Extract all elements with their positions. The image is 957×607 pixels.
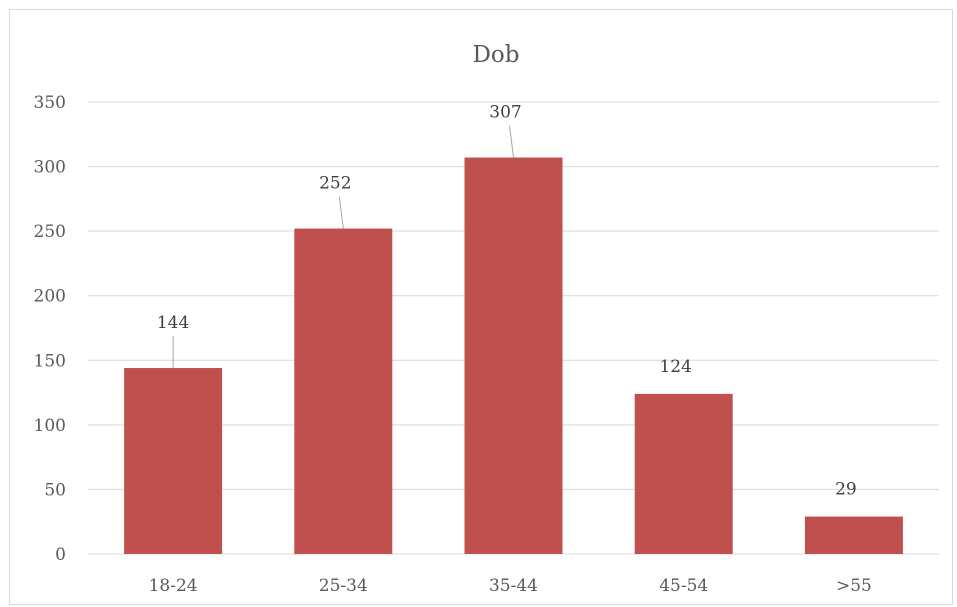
y-axis-ticks: 0 50 100 150 200 250 300 350 — [34, 93, 66, 565]
y-tick-label: 150 — [34, 351, 66, 371]
x-tick-label: >55 — [836, 576, 872, 596]
y-tick-label: 0 — [55, 545, 66, 565]
bars — [124, 157, 903, 554]
bar-35-44 — [464, 157, 563, 554]
data-label: 144 — [157, 313, 189, 333]
chart-title: Dob — [472, 42, 519, 68]
y-tick-label: 100 — [34, 416, 66, 436]
bar-18-24 — [124, 368, 223, 554]
data-labels: 144 252 307 124 29 — [157, 103, 857, 500]
label-leader-line — [509, 125, 514, 158]
label-leader-line — [338, 196, 344, 229]
y-tick-label: 50 — [44, 480, 66, 500]
data-label: 307 — [489, 103, 521, 123]
x-axis-ticks: 18-24 25-34 35-44 45-54 >55 — [149, 576, 872, 596]
y-tick-label: 250 — [34, 222, 66, 242]
bar-55 — [804, 516, 903, 554]
data-label: 252 — [319, 174, 351, 194]
x-tick-label: 35-44 — [489, 576, 538, 596]
y-tick-label: 200 — [34, 287, 66, 307]
y-tick-label: 350 — [34, 93, 66, 113]
bar-45-54 — [634, 393, 733, 554]
bar-25-34 — [294, 228, 393, 554]
x-tick-label: 45-54 — [659, 576, 708, 596]
data-label: 124 — [659, 357, 691, 377]
y-tick-label: 300 — [34, 158, 66, 178]
x-tick-label: 25-34 — [319, 576, 368, 596]
label-leader-lines — [172, 125, 514, 369]
data-label: 29 — [835, 480, 857, 500]
x-tick-label: 18-24 — [149, 576, 198, 596]
